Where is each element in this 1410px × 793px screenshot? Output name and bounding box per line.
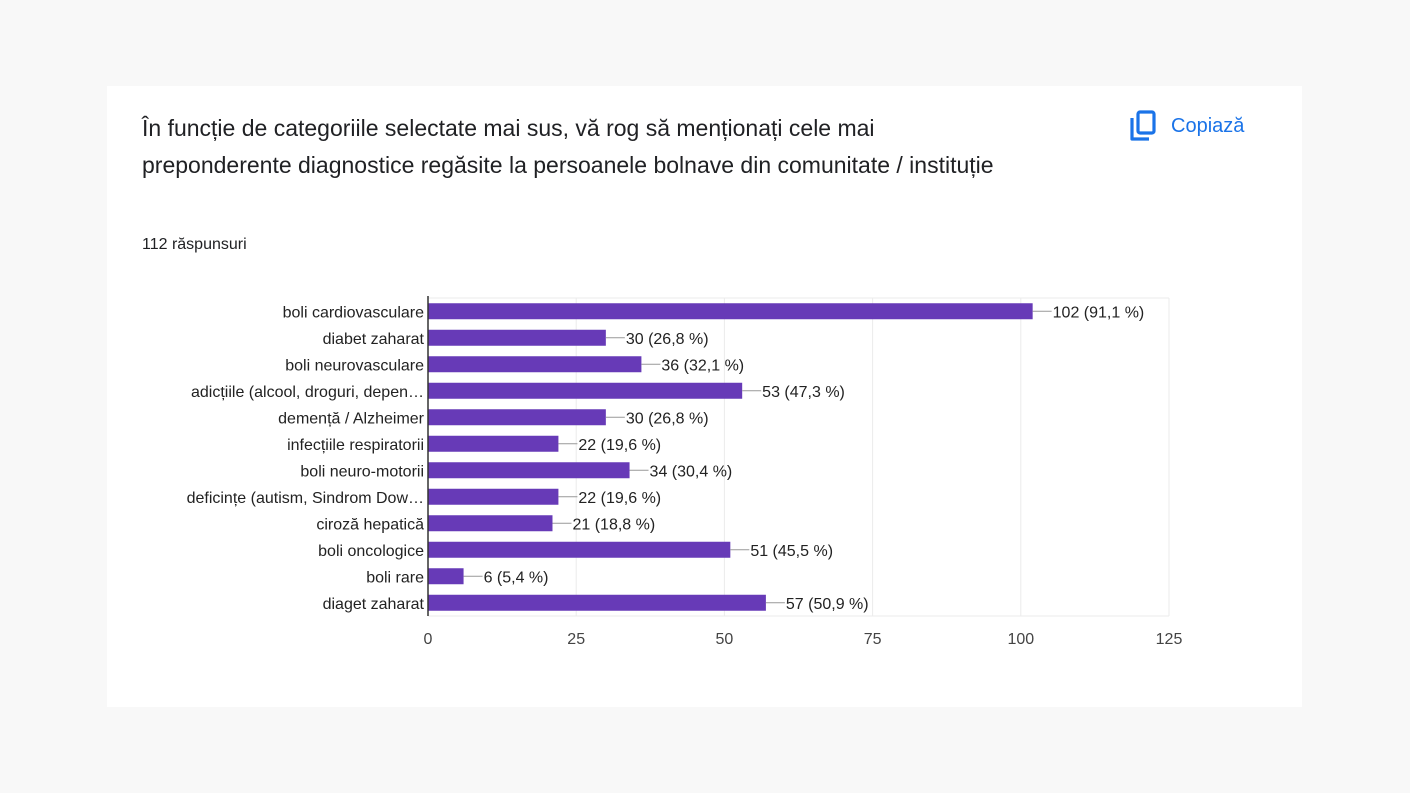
bar: [428, 515, 553, 532]
bar: [428, 409, 606, 426]
category-label: ciroză hepatică: [316, 516, 424, 533]
x-tick-label: 0: [424, 631, 433, 648]
data-label: 36 (32,1 %): [661, 357, 744, 374]
bar: [428, 329, 606, 346]
bar: [428, 462, 630, 479]
bar: [428, 541, 731, 558]
data-label: 22 (19,6 %): [578, 437, 661, 454]
x-tick-label: 125: [1156, 631, 1183, 648]
data-label: 22 (19,6 %): [578, 490, 661, 507]
bar: [428, 568, 464, 585]
x-tick-label: 50: [716, 631, 734, 648]
category-label: boli neurovasculare: [285, 357, 424, 374]
question-title: În funcție de categoriile selectate mai …: [142, 115, 994, 178]
data-label: 6 (5,4 %): [484, 569, 549, 586]
category-label: diaget zaharat: [323, 596, 425, 613]
response-count: 112 răspunsuri: [142, 236, 247, 253]
data-label: 34 (30,4 %): [650, 463, 733, 480]
category-label: boli oncologice: [318, 543, 424, 560]
data-label: 57 (50,9 %): [786, 596, 869, 613]
question-card: În funcție de categoriile selectate mai …: [107, 86, 1302, 707]
bar: [428, 382, 743, 399]
x-tick-label: 100: [1007, 631, 1034, 648]
copy-button[interactable]: Copiază: [1129, 110, 1244, 142]
bar: [428, 594, 766, 611]
category-label: boli rare: [366, 569, 424, 586]
bar-chart: 0 25 50 75 100 125 boli cardiovasculare 102 (91…: [187, 296, 1183, 648]
data-label: 30 (26,8 %): [626, 410, 709, 427]
category-label: demență / Alzheimer: [278, 410, 425, 427]
data-label: 53 (47,3 %): [762, 384, 845, 401]
data-label: 21 (18,8 %): [572, 516, 655, 533]
bar: [428, 435, 559, 452]
x-tick-label: 75: [864, 631, 882, 648]
category-label: deficințe (autism, Sindrom Dow…: [187, 490, 424, 507]
bar: [428, 356, 642, 373]
data-label: 30 (26,8 %): [626, 331, 709, 348]
category-label: diabet zaharat: [323, 331, 425, 348]
copy-label: Copiază: [1171, 114, 1245, 137]
category-label: boli neuro-motorii: [300, 463, 424, 480]
x-tick-label: 25: [567, 631, 585, 648]
category-label: adicțiile (alcool, droguri, depen…: [191, 384, 424, 401]
bar: [428, 303, 1033, 320]
bar: [428, 488, 559, 505]
copy-icon: [1130, 110, 1156, 141]
category-label: infecțiile respiratorii: [287, 437, 424, 454]
data-label: 102 (91,1 %): [1053, 304, 1145, 321]
data-label: 51 (45,5 %): [750, 543, 833, 560]
category-label: boli cardiovasculare: [283, 304, 425, 321]
